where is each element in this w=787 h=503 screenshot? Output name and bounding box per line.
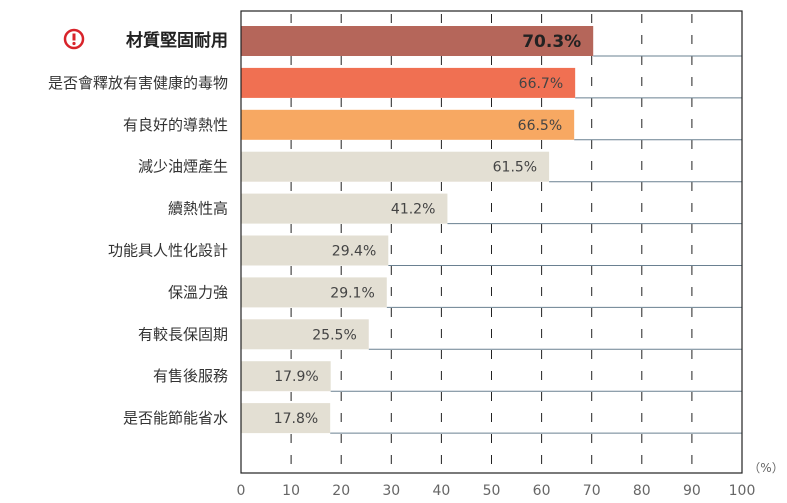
bar (241, 26, 594, 56)
bar (241, 67, 576, 98)
data-label: 70.3% (522, 32, 581, 52)
category-label: 材質堅固耐用 (126, 30, 228, 51)
x-tick-label: 20 (332, 483, 350, 499)
bar (241, 277, 387, 308)
x-tick-label: 80 (633, 483, 651, 499)
data-label: 61.5% (493, 160, 537, 176)
x-tick-label: 40 (432, 483, 450, 499)
x-tick-label: 30 (382, 483, 400, 499)
bar (241, 235, 389, 266)
exclamation-circle-icon-dot (72, 41, 76, 46)
data-label: 66.5% (518, 118, 562, 134)
data-label: 41.2% (391, 202, 435, 218)
x-tick-label: 0 (237, 483, 246, 499)
x-tick-label: 70 (583, 483, 601, 499)
category-label: 有良好的導熱性 (123, 116, 228, 134)
bar (241, 151, 550, 182)
bar (241, 193, 448, 224)
category-label: 減少油煙產生 (138, 158, 228, 176)
x-tick-label: 60 (533, 483, 551, 499)
exclamation-circle-icon-bar (72, 33, 76, 41)
plot-frame (240, 10, 743, 474)
category-label: 保溫力強 (168, 283, 228, 301)
bar (241, 109, 575, 140)
category-label: 有售後服務 (153, 367, 228, 385)
exclamation-circle-icon (63, 28, 85, 50)
x-tick-label: 90 (683, 483, 701, 499)
category-label: 功能具人性化設計 (108, 242, 228, 260)
bar (241, 403, 331, 434)
data-label: 25.5% (312, 327, 356, 343)
x-tick-label: 50 (483, 483, 501, 499)
data-label: 17.8% (274, 411, 318, 427)
data-label: 66.7% (519, 76, 563, 92)
category-label: 是否會釋放有害健康的毒物 (48, 74, 228, 92)
x-tick-label: 100 (729, 483, 756, 499)
bar (241, 361, 331, 392)
category-label: 有較長保固期 (138, 325, 228, 343)
bar (241, 319, 369, 350)
x-unit-label: （%） (748, 461, 783, 475)
category-label: 續熱性高 (168, 200, 228, 218)
category-label: 是否能節能省水 (123, 409, 228, 427)
data-label: 17.9% (274, 369, 318, 385)
x-tick-label: 10 (282, 483, 300, 499)
data-label: 29.1% (330, 285, 374, 301)
data-label: 29.4% (332, 244, 376, 260)
